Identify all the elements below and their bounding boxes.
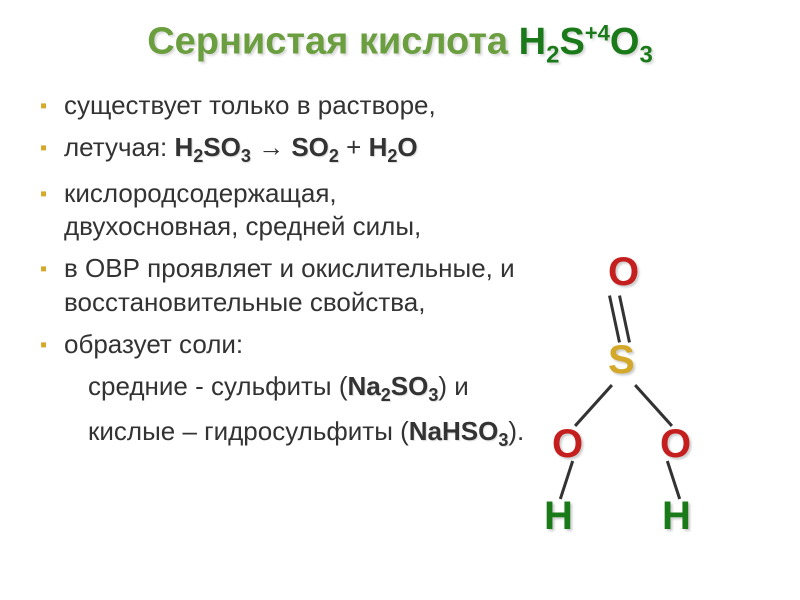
arrow: → bbox=[251, 132, 291, 162]
f-h2: H bbox=[369, 132, 388, 162]
formula-s: S bbox=[559, 21, 584, 63]
f-na: Na bbox=[348, 371, 381, 401]
hydrogen-right: H bbox=[662, 494, 691, 539]
f-so3: SO bbox=[391, 371, 429, 401]
bullet-3: кислородсодержащая, двухосновная, средне… bbox=[40, 177, 510, 245]
formula-h2o: H2O bbox=[369, 132, 418, 162]
formula-na2so3: Na2SO3 bbox=[348, 371, 439, 401]
single-bond-left bbox=[574, 384, 613, 427]
f-h: H bbox=[175, 132, 194, 162]
oxygen-top: O bbox=[608, 250, 639, 295]
f-so2: SO bbox=[291, 132, 329, 162]
formula-nahso3: NaHSO3 bbox=[409, 416, 509, 446]
f-na-sub: 2 bbox=[381, 385, 391, 405]
f-so-sub: 3 bbox=[241, 146, 251, 166]
hydrogen-left: H bbox=[544, 494, 573, 539]
title-formula: H2S+4O3 bbox=[519, 21, 653, 63]
formula-s-sup: +4 bbox=[585, 20, 610, 45]
bullet-1-text: существует только в растворе, bbox=[64, 90, 436, 120]
sulfur-center: S bbox=[608, 338, 635, 383]
bullet-4: в ОВР проявляет и окислительные, и восст… bbox=[40, 252, 530, 320]
f-nahso-sub: 3 bbox=[498, 430, 508, 450]
molecule-diagram: O S O O H H bbox=[510, 250, 730, 530]
formula-o: O bbox=[610, 21, 640, 63]
sub1-suffix: ) и bbox=[438, 371, 468, 401]
formula-h2so3: H2SO3 bbox=[175, 132, 251, 162]
formula-so2: SO2 bbox=[291, 132, 339, 162]
bullet-3-text: кислородсодержащая, двухосновная, средне… bbox=[64, 178, 421, 242]
f-so2-sub: 2 bbox=[329, 146, 339, 166]
oxygen-left: O bbox=[552, 422, 583, 467]
formula-h-sub: 2 bbox=[546, 41, 559, 68]
slide-title: Сернистая кислота H2S+4O3 bbox=[40, 20, 760, 69]
f-o: O bbox=[397, 132, 417, 162]
bullet-4-text: в ОВР проявляет и окислительные, и восст… bbox=[64, 253, 515, 317]
f-so3-sub: 3 bbox=[428, 385, 438, 405]
formula-h: H bbox=[519, 21, 546, 63]
formula-o-sub: 3 bbox=[639, 41, 652, 68]
f-h-sub: 2 bbox=[193, 146, 203, 166]
bullet-5-text: образует соли: bbox=[64, 329, 243, 359]
plus: + bbox=[339, 132, 369, 162]
f-nahso: NaHSO bbox=[409, 416, 499, 446]
bullet-1: существует только в растворе, bbox=[40, 89, 760, 123]
bullet-2-prefix: летучая: bbox=[64, 132, 175, 162]
sub1-prefix: средние - сульфиты ( bbox=[88, 371, 348, 401]
f-h2-sub: 2 bbox=[387, 146, 397, 166]
oxygen-right: O bbox=[660, 422, 691, 467]
double-bond-2 bbox=[618, 295, 631, 343]
bullet-2: летучая: H2SO3 → SO2 + H2O bbox=[40, 131, 760, 169]
sub2-prefix: кислые – гидросульфиты ( bbox=[88, 416, 409, 446]
single-bond-right bbox=[634, 384, 673, 427]
title-text: Сернистая кислота bbox=[147, 21, 518, 63]
f-so: SO bbox=[203, 132, 241, 162]
